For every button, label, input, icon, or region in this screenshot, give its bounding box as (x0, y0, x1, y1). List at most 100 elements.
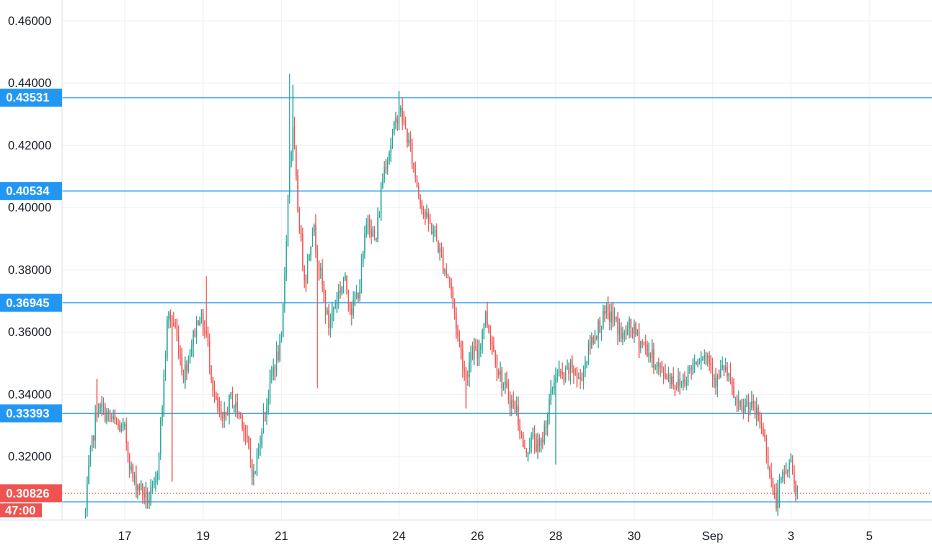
candle (200, 309, 202, 324)
candle-body (271, 374, 273, 377)
candle-body (321, 268, 323, 285)
candle-body (452, 290, 454, 300)
candle-body (596, 336, 598, 339)
candle-body (400, 107, 402, 112)
candle (672, 367, 674, 390)
candle-body (333, 307, 335, 312)
candle-body (341, 286, 343, 293)
candle-body (158, 453, 160, 474)
candle-body (687, 369, 689, 385)
candle-body (545, 424, 547, 428)
candle (793, 465, 795, 493)
candle (712, 357, 714, 388)
time-axis[interactable]: 17 19 21 24 26 28 30 Sep 3 5 (0, 519, 932, 550)
candle (741, 398, 743, 413)
candle-body (261, 432, 263, 445)
price-labels: 0.43531 0.40534 0.36945 0.33393 0.30826 47:00 (0, 88, 62, 518)
candle (269, 369, 271, 405)
candle (106, 407, 108, 425)
candle (220, 400, 222, 421)
candle-body (772, 479, 774, 493)
candle (109, 409, 111, 423)
candle-body (418, 187, 420, 196)
candle (391, 128, 393, 150)
candle-body (565, 367, 567, 380)
candle-body (135, 474, 137, 491)
candle-body (702, 358, 704, 360)
candle (563, 372, 565, 386)
candle (560, 368, 562, 379)
candle (685, 376, 687, 391)
candle (749, 401, 751, 416)
candle (584, 356, 586, 378)
candle (215, 391, 217, 401)
horizontal-levels[interactable] (62, 97, 932, 503)
candle (165, 350, 167, 381)
candle-body (132, 466, 134, 479)
candle (222, 411, 224, 429)
candle (116, 417, 118, 425)
candle-body (227, 413, 229, 416)
candle-body (248, 436, 250, 449)
candle (240, 412, 242, 419)
candle (620, 322, 622, 343)
candle (336, 291, 338, 313)
candle-body (790, 460, 792, 463)
candle-body (499, 371, 501, 375)
candle-body (207, 334, 209, 342)
candle-body (181, 357, 183, 372)
candle (367, 214, 369, 235)
price-axis[interactable]: 0.46000 0.44000 0.42000 0.40000 0.38000 0.360… (0, 0, 63, 550)
candle (187, 355, 189, 374)
candle-body (323, 284, 325, 294)
candle (207, 326, 209, 347)
candle (89, 445, 91, 468)
candle-body (778, 480, 780, 488)
candle (700, 351, 702, 370)
candle (287, 194, 289, 247)
candle-body (543, 424, 545, 443)
candle (674, 384, 676, 396)
candle-body (377, 217, 379, 240)
candle (756, 397, 758, 427)
candle (440, 242, 442, 258)
candle-body (689, 368, 691, 370)
candle (406, 128, 408, 148)
candle (305, 274, 307, 292)
y-tick-label: 0.34000 (8, 387, 52, 401)
candle (509, 391, 511, 417)
candle (143, 486, 145, 505)
candle-body (759, 421, 761, 425)
candle-body (104, 406, 106, 422)
candle (770, 462, 772, 488)
candle-body (316, 249, 318, 263)
candle (259, 435, 261, 456)
candle-body (700, 359, 702, 362)
candle (227, 406, 229, 416)
candle (723, 364, 725, 377)
candle-body (542, 439, 544, 443)
x-tick-label: 28 (549, 529, 563, 543)
candle-body (416, 176, 418, 188)
candle-body (501, 371, 503, 389)
candle (98, 403, 100, 418)
candle (524, 439, 526, 450)
candle (566, 359, 568, 370)
candle-body (692, 363, 694, 370)
candle (596, 335, 598, 341)
candle (617, 311, 619, 346)
candle-body (214, 389, 216, 398)
candle (186, 360, 188, 381)
candle (450, 277, 452, 299)
candle (310, 246, 312, 262)
candle (733, 378, 735, 399)
candle-body (710, 363, 712, 366)
candle (663, 366, 665, 385)
candle-body (336, 300, 338, 304)
candle-body (730, 372, 732, 382)
candle (93, 435, 95, 448)
candle-body (292, 127, 294, 152)
candle-body (406, 128, 408, 144)
candle-body (329, 320, 331, 328)
